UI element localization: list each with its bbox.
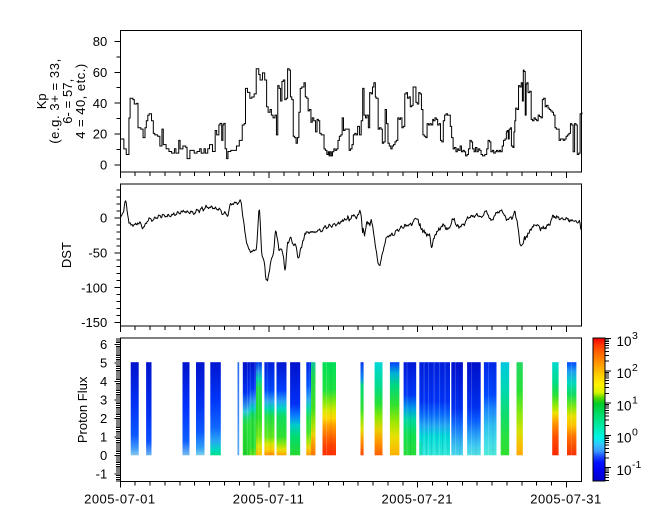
- svg-text:40: 40: [93, 96, 107, 111]
- svg-text:1: 1: [632, 394, 638, 406]
- svg-text:2005-07-31: 2005-07-31: [530, 492, 601, 507]
- svg-text:2005-07-11: 2005-07-11: [233, 492, 304, 507]
- svg-text:4: 4: [100, 374, 107, 389]
- svg-text:4 = 40, etc.): 4 = 40, etc.): [73, 64, 88, 139]
- svg-text:DST: DST: [59, 242, 74, 268]
- svg-text:10: 10: [617, 398, 632, 413]
- svg-text:-1: -1: [632, 459, 641, 471]
- svg-text:10: 10: [617, 366, 632, 381]
- svg-text:6- = 57,: 6- = 57,: [60, 79, 75, 124]
- svg-text:3: 3: [632, 330, 638, 342]
- svg-text:60: 60: [93, 65, 107, 80]
- svg-text:3: 3: [100, 393, 107, 408]
- svg-text:-150: -150: [81, 315, 107, 330]
- svg-text:10: 10: [617, 431, 632, 446]
- svg-text:0: 0: [100, 448, 107, 463]
- svg-text:0: 0: [100, 211, 107, 226]
- svg-text:6: 6: [100, 337, 107, 352]
- svg-text:0: 0: [100, 158, 107, 173]
- svg-text:0: 0: [632, 427, 638, 439]
- svg-text:Proton Flux: Proton Flux: [75, 376, 90, 443]
- svg-text:2005-07-21: 2005-07-21: [382, 492, 453, 507]
- svg-text:2: 2: [632, 362, 638, 374]
- svg-text:2005-07-01: 2005-07-01: [84, 492, 155, 507]
- svg-text:Kp: Kp: [34, 93, 49, 109]
- svg-text:5: 5: [100, 356, 107, 371]
- svg-text:(e.g. 3+ = 33,: (e.g. 3+ = 33,: [47, 59, 62, 144]
- svg-text:10: 10: [617, 334, 632, 349]
- svg-text:2: 2: [100, 411, 107, 426]
- svg-text:80: 80: [93, 34, 107, 49]
- svg-text:-1: -1: [96, 466, 108, 481]
- svg-text:10: 10: [617, 463, 632, 478]
- svg-text:1: 1: [100, 429, 107, 444]
- svg-text:20: 20: [93, 127, 107, 142]
- svg-text:-100: -100: [81, 280, 107, 295]
- svg-text:-50: -50: [88, 245, 107, 260]
